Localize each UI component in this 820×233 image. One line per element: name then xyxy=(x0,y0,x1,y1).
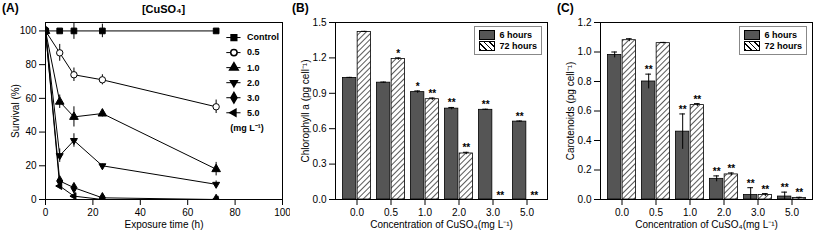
svg-text:5.0: 5.0 xyxy=(785,207,799,218)
svg-text:1.0: 1.0 xyxy=(578,46,592,57)
svg-text:1.2: 1.2 xyxy=(578,17,592,28)
svg-text:**: ** xyxy=(530,190,538,201)
svg-text:Chlorophyll a (pg cell⁻¹): Chlorophyll a (pg cell⁻¹) xyxy=(300,59,311,162)
svg-text:*: * xyxy=(416,81,420,92)
svg-text:**: ** xyxy=(462,142,470,153)
svg-text:0.5: 0.5 xyxy=(247,47,260,57)
svg-text:Concentration of CuSO₄(mg L⁻¹): Concentration of CuSO₄(mg L⁻¹) xyxy=(635,219,778,230)
svg-text:Control: Control xyxy=(247,32,279,42)
svg-text:**: ** xyxy=(448,97,456,108)
html-text:(B): (B) xyxy=(292,1,309,15)
svg-text:20: 20 xyxy=(25,160,37,171)
html-text:[CuSO₄]: [CuSO₄] xyxy=(141,3,186,15)
svg-text:1.0: 1.0 xyxy=(683,207,697,218)
svg-text:60: 60 xyxy=(25,93,37,104)
svg-text:**: ** xyxy=(428,88,436,99)
svg-text:2.0: 2.0 xyxy=(247,78,260,88)
svg-text:0.5: 0.5 xyxy=(649,207,663,218)
svg-text:**: ** xyxy=(693,94,701,105)
svg-text:1.0: 1.0 xyxy=(418,207,432,218)
svg-text:0: 0 xyxy=(31,194,37,205)
svg-text:1.5: 1.5 xyxy=(313,17,327,28)
html-text:6 hours: 6 hours xyxy=(764,30,797,40)
html-text:72 hours: 72 hours xyxy=(764,41,802,51)
svg-text:1.0: 1.0 xyxy=(247,63,260,73)
svg-text:3.0: 3.0 xyxy=(247,93,260,103)
svg-text:100: 100 xyxy=(274,207,290,218)
svg-text:5.0: 5.0 xyxy=(247,108,260,118)
svg-text:**: ** xyxy=(645,64,653,75)
svg-text:Survival (%): Survival (%) xyxy=(10,84,21,138)
svg-text:2.0: 2.0 xyxy=(452,207,466,218)
svg-text:**: ** xyxy=(795,187,803,198)
svg-text:100: 100 xyxy=(20,25,37,36)
svg-text:80: 80 xyxy=(230,207,242,218)
svg-text:0.0: 0.0 xyxy=(313,194,327,205)
svg-text:3.0: 3.0 xyxy=(751,207,765,218)
svg-text:**: ** xyxy=(482,99,490,110)
svg-text:3.0: 3.0 xyxy=(486,207,500,218)
svg-text:Exposure time (h): Exposure time (h) xyxy=(125,219,204,230)
svg-text:40: 40 xyxy=(135,207,147,218)
svg-text:0.6: 0.6 xyxy=(578,105,592,116)
svg-text:0.0: 0.0 xyxy=(578,194,592,205)
svg-text:Carotenoids (pg cell⁻¹): Carotenoids (pg cell⁻¹) xyxy=(565,62,576,161)
html-text:6 hours: 6 hours xyxy=(499,30,532,40)
svg-text:**: ** xyxy=(781,182,789,193)
svg-text:0.5: 0.5 xyxy=(384,207,398,218)
svg-text:0.0: 0.0 xyxy=(615,207,629,218)
svg-text:*: * xyxy=(396,48,400,59)
svg-text:80: 80 xyxy=(25,59,37,70)
svg-text:**: ** xyxy=(496,190,504,201)
svg-text:Concentration of CuSO₄(mg L⁻¹): Concentration of CuSO₄(mg L⁻¹) xyxy=(370,219,513,230)
svg-text:**: ** xyxy=(747,178,755,189)
svg-text:**: ** xyxy=(713,166,721,177)
svg-text:0.4: 0.4 xyxy=(578,135,592,146)
svg-text:60: 60 xyxy=(182,207,194,218)
svg-text:0.2: 0.2 xyxy=(578,164,592,175)
svg-text:0: 0 xyxy=(43,207,49,218)
svg-text:0.3: 0.3 xyxy=(313,158,327,169)
svg-text:2.0: 2.0 xyxy=(717,207,731,218)
svg-text:20: 20 xyxy=(87,207,99,218)
html-text:72 hours: 72 hours xyxy=(499,41,537,51)
html-text:(A): (A) xyxy=(2,1,19,15)
svg-text:**: ** xyxy=(516,111,524,122)
svg-text:**: ** xyxy=(761,184,769,195)
svg-text:**: ** xyxy=(679,104,687,115)
svg-text:1.2: 1.2 xyxy=(313,52,327,63)
svg-text:**: ** xyxy=(727,163,735,174)
svg-text:(mg L⁻¹): (mg L⁻¹) xyxy=(230,123,264,133)
svg-text:40: 40 xyxy=(25,126,37,137)
svg-text:0.6: 0.6 xyxy=(313,123,327,134)
svg-text:5.0: 5.0 xyxy=(520,207,534,218)
svg-text:0.0: 0.0 xyxy=(350,207,364,218)
html-text:(C): (C) xyxy=(557,1,574,15)
svg-text:0.8: 0.8 xyxy=(578,76,592,87)
svg-text:0.9: 0.9 xyxy=(313,88,327,99)
